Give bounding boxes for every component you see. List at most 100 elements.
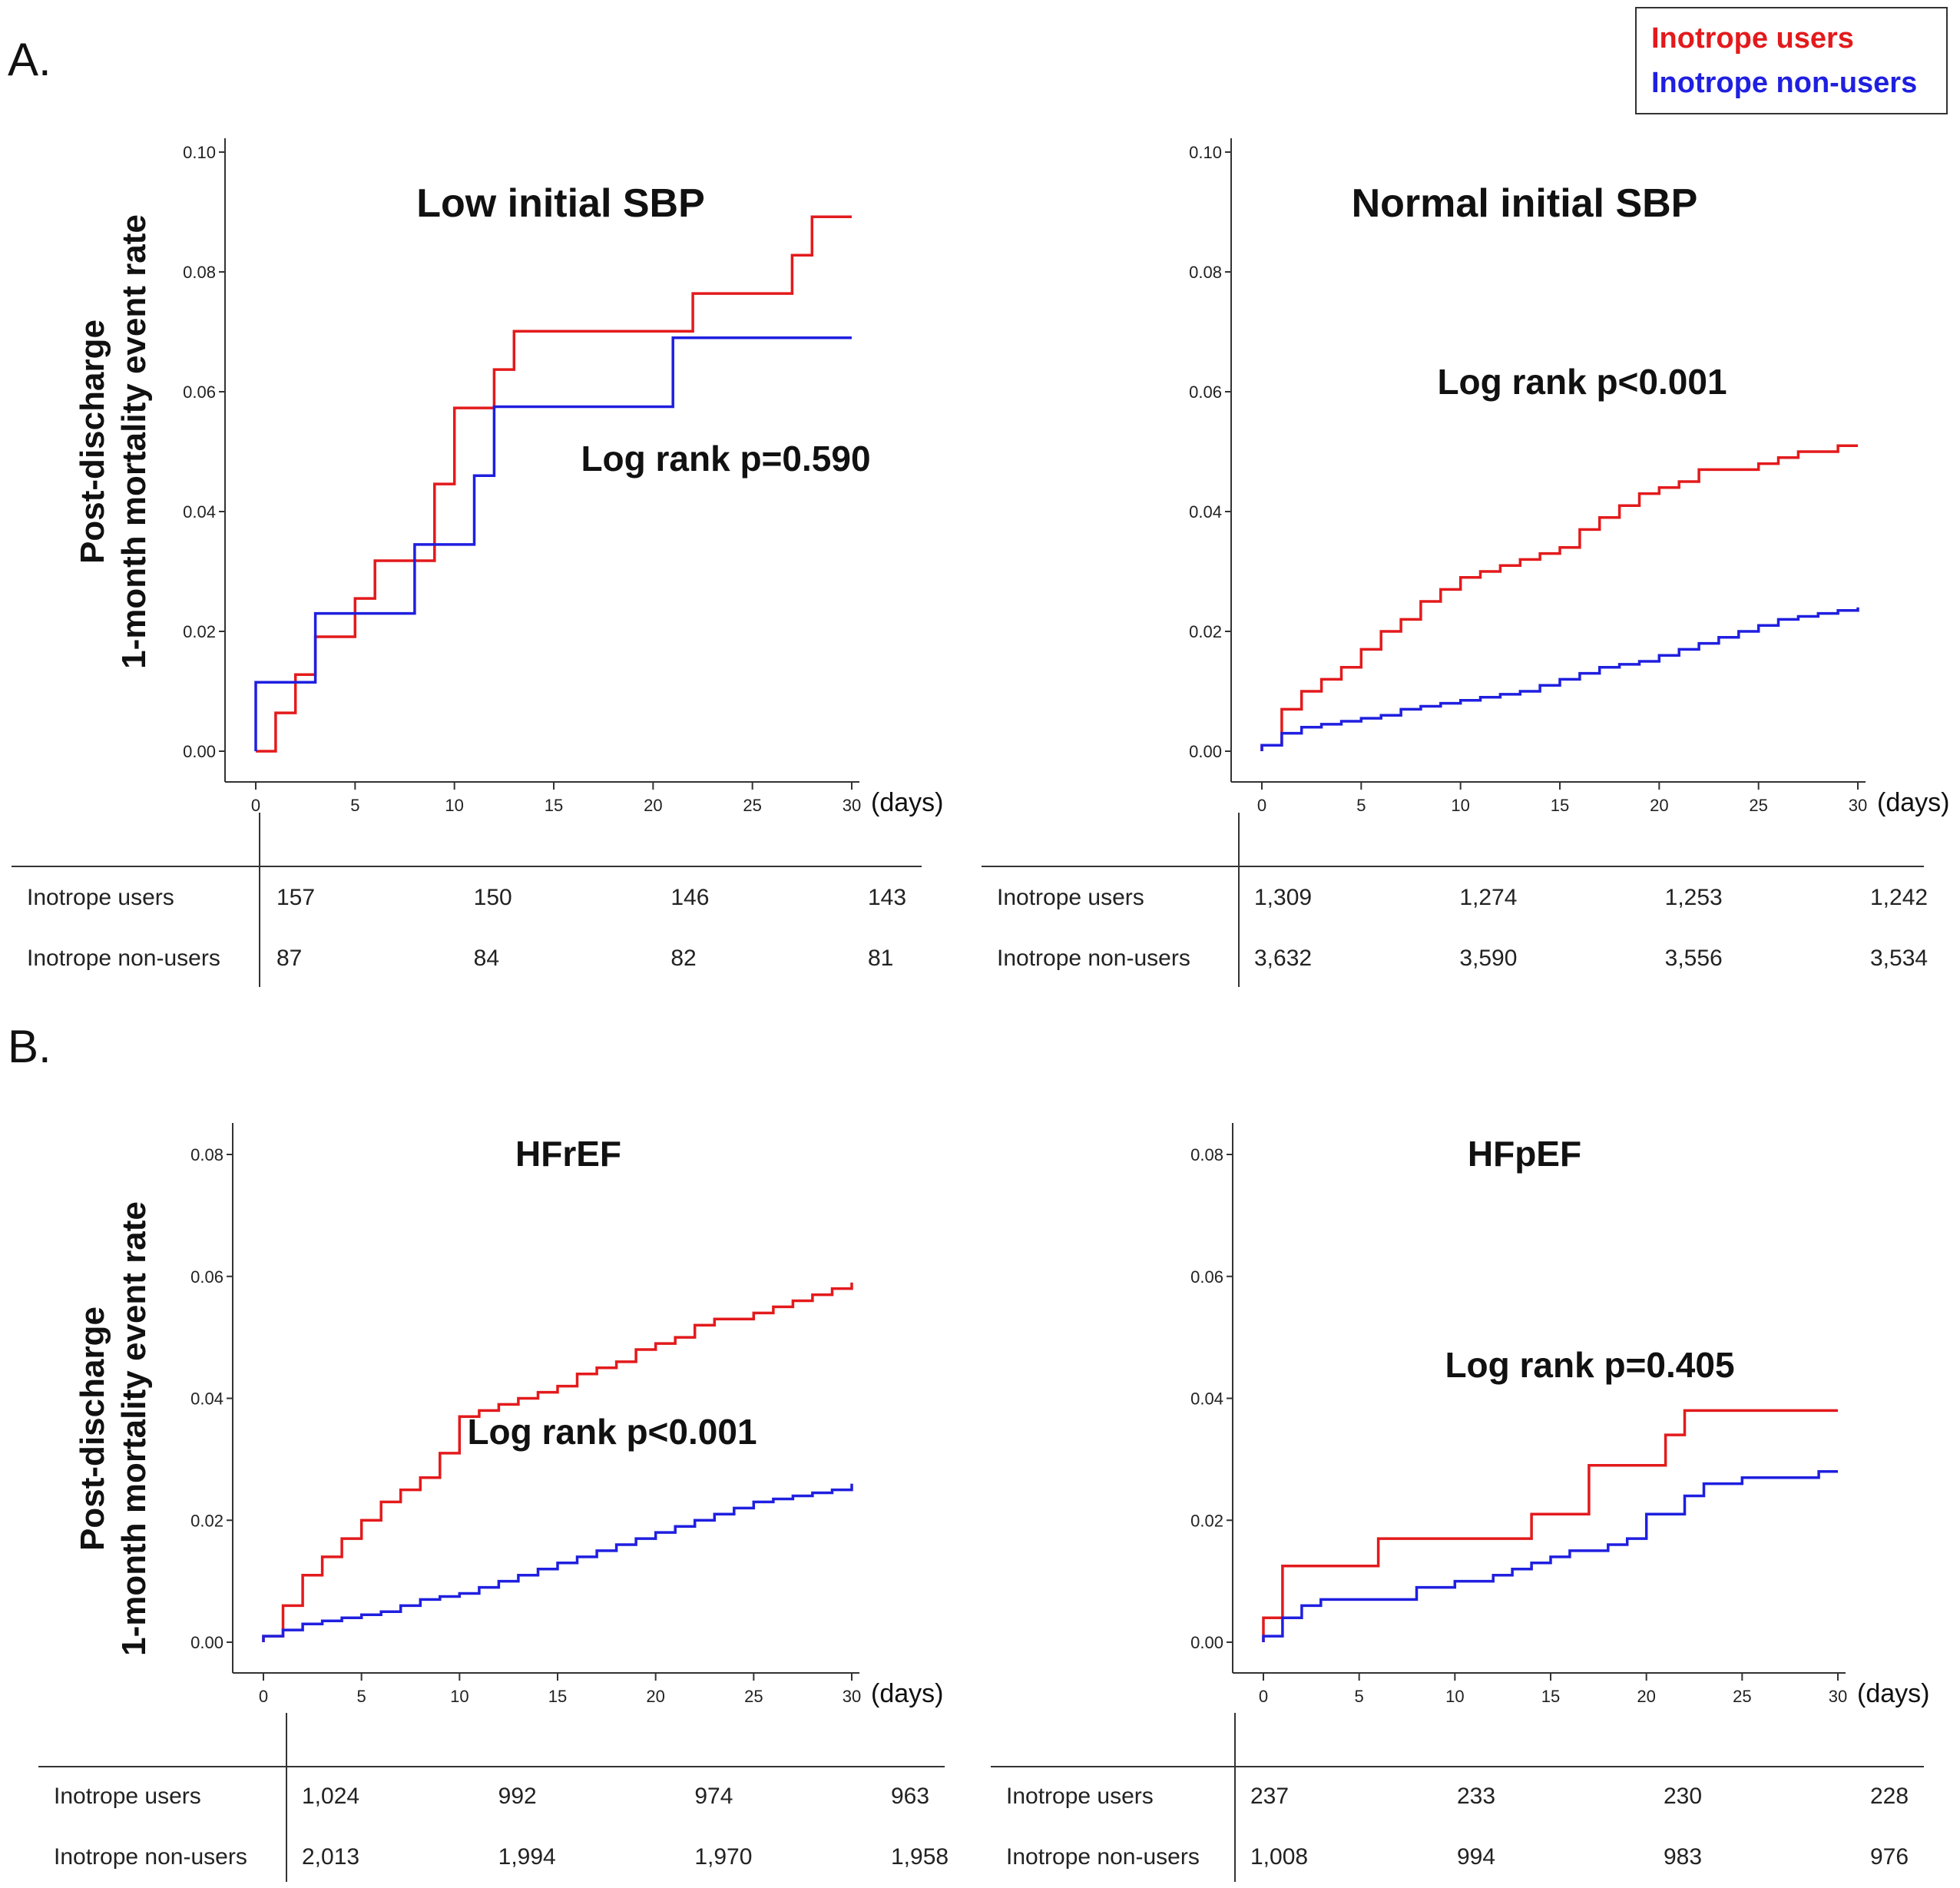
y-axis-label-line1-b: Post-discharge <box>74 1307 111 1551</box>
risk-number: 3,534 <box>1870 946 1928 971</box>
y-tick-label: 0.04 <box>1189 502 1222 522</box>
x-tick-label: 10 <box>445 796 463 815</box>
x-tick-label: 5 <box>357 1687 366 1706</box>
risk-number: 3,632 <box>1254 946 1312 971</box>
x-axis-units: (days) <box>1857 1679 1929 1708</box>
chart-hfref: 0.00 0.02 0.04 0.06 0.08 0 5 10 15 20 25 30 (days) HF… <box>38 1123 949 1882</box>
y-tick-label: 0.02 <box>1190 1511 1223 1530</box>
series-line-inotrope-non-users <box>1262 1470 1838 1642</box>
chart-title: HFpEF <box>1468 1134 1581 1174</box>
risk-row-label: Inotrope users <box>54 1784 201 1809</box>
risk-number: 1,274 <box>1459 885 1517 910</box>
x-tick-label: 20 <box>1650 796 1668 815</box>
series-line-inotrope-non-users <box>262 1483 853 1642</box>
risk-number: 976 <box>1870 1844 1909 1870</box>
x-axis-units: (days) <box>1877 788 1949 817</box>
risk-number: 1,994 <box>498 1844 556 1870</box>
y-tick-label: 0.02 <box>190 1511 223 1530</box>
risk-number: 992 <box>498 1784 537 1809</box>
y-tick-label: 0.08 <box>190 1145 223 1164</box>
y-tick-label: 0.08 <box>183 263 216 282</box>
risk-number: 1,242 <box>1870 885 1928 910</box>
risk-row-label: Inotrope non-users <box>1006 1844 1200 1870</box>
risk-number: 3,590 <box>1459 946 1517 971</box>
x-tick-label: 30 <box>1849 796 1867 815</box>
risk-row-label: Inotrope non-users <box>54 1844 247 1870</box>
risk-number: 3,556 <box>1665 946 1723 971</box>
risk-number: 1,309 <box>1254 885 1312 910</box>
x-tick-label: 20 <box>646 1687 664 1706</box>
risk-number: 84 <box>474 946 499 971</box>
risk-number: 230 <box>1664 1784 1702 1809</box>
series-line-inotrope-users <box>1262 1409 1838 1642</box>
x-axis-units: (days) <box>871 1679 943 1708</box>
risk-number: 157 <box>276 885 315 910</box>
y-tick-label: 0.10 <box>1189 143 1222 162</box>
y-axis-label-line2-b: 1-month mortality event rate <box>115 1201 153 1656</box>
series-line-inotrope-users <box>256 215 852 753</box>
x-axis-units: (days) <box>871 788 943 817</box>
x-tick-label: 15 <box>1541 1687 1560 1706</box>
x-tick-label: 0 <box>1259 1687 1268 1706</box>
risk-number: 143 <box>868 885 906 910</box>
y-tick-label: 0.06 <box>1189 383 1222 402</box>
risk-number: 233 <box>1457 1784 1495 1809</box>
risk-number: 2,013 <box>302 1844 359 1870</box>
chart-normal_sbp: 0.00 0.02 0.04 0.06 0.08 0.10 0 5 10 15 20 25 30 (day… <box>982 138 1949 987</box>
y-axis-label-line2-a: 1-month mortality event rate <box>115 214 153 669</box>
risk-number: 146 <box>670 885 709 910</box>
chart-title: Normal initial SBP <box>1352 181 1698 226</box>
y-tick-label: 0.00 <box>1189 742 1222 761</box>
risk-number: 1,253 <box>1665 885 1723 910</box>
legend-entry-inotrope-users: Inotrope users <box>1651 22 1854 55</box>
x-tick-label: 5 <box>1355 1687 1364 1706</box>
x-tick-label: 30 <box>843 796 861 815</box>
x-tick-label: 10 <box>450 1687 468 1706</box>
risk-row-label: Inotrope users <box>27 885 174 910</box>
x-tick-label: 0 <box>251 796 260 815</box>
series-line-inotrope-users <box>1260 444 1858 751</box>
log-rank-annotation: Log rank p=0.590 <box>581 439 870 479</box>
log-rank-annotation: Log rank p=0.405 <box>1445 1345 1734 1385</box>
x-tick-label: 0 <box>1257 796 1266 815</box>
panel-a-label: A. <box>8 34 51 85</box>
chart-hfpef: 0.00 0.02 0.04 0.06 0.08 0 5 10 15 20 25 30 (days) HF… <box>991 1123 1929 1882</box>
chart-title: HFrEF <box>515 1134 621 1174</box>
y-tick-label: 0.04 <box>183 502 216 522</box>
x-tick-label: 25 <box>1733 1687 1751 1706</box>
x-tick-label: 20 <box>644 796 662 815</box>
y-tick-label: 0.08 <box>1189 263 1222 282</box>
risk-number: 237 <box>1250 1784 1289 1809</box>
panel-b-label: B. <box>8 1021 51 1072</box>
risk-row-label: Inotrope non-users <box>27 946 220 971</box>
risk-number: 983 <box>1664 1844 1702 1870</box>
y-tick-label: 0.00 <box>183 742 216 761</box>
charts-layer: 0.00 0.02 0.04 0.06 0.08 0.10 0 5 10 15 20 25 30 (day… <box>12 138 1949 1882</box>
x-tick-label: 30 <box>843 1687 861 1706</box>
x-tick-label: 5 <box>350 796 359 815</box>
risk-number: 228 <box>1870 1784 1909 1809</box>
x-tick-label: 10 <box>1451 796 1469 815</box>
log-rank-annotation: Log rank p<0.001 <box>1437 362 1727 402</box>
series-line-inotrope-non-users <box>254 336 852 751</box>
x-tick-label: 15 <box>1551 796 1569 815</box>
series-line-inotrope-users <box>262 1282 853 1642</box>
risk-number: 150 <box>474 885 512 910</box>
risk-number: 1,970 <box>694 1844 752 1870</box>
risk-number: 82 <box>670 946 696 971</box>
risk-row-label: Inotrope users <box>997 885 1144 910</box>
risk-number: 81 <box>868 946 893 971</box>
risk-number: 1,024 <box>302 1784 359 1809</box>
chart-low_sbp: 0.00 0.02 0.04 0.06 0.08 0.10 0 5 10 15 20 25 30 (day… <box>12 138 943 987</box>
x-tick-label: 25 <box>744 1687 763 1706</box>
risk-number: 87 <box>276 946 302 971</box>
x-tick-label: 15 <box>548 1687 567 1706</box>
x-tick-label: 5 <box>1356 796 1366 815</box>
series-line-inotrope-non-users <box>1260 607 1859 751</box>
x-tick-label: 30 <box>1829 1687 1847 1706</box>
y-tick-label: 0.06 <box>183 383 216 402</box>
x-tick-label: 25 <box>743 796 761 815</box>
y-axis-label-panel-b: Post-discharge 1-month mortality event r… <box>74 1201 153 1656</box>
y-tick-label: 0.02 <box>183 622 216 641</box>
